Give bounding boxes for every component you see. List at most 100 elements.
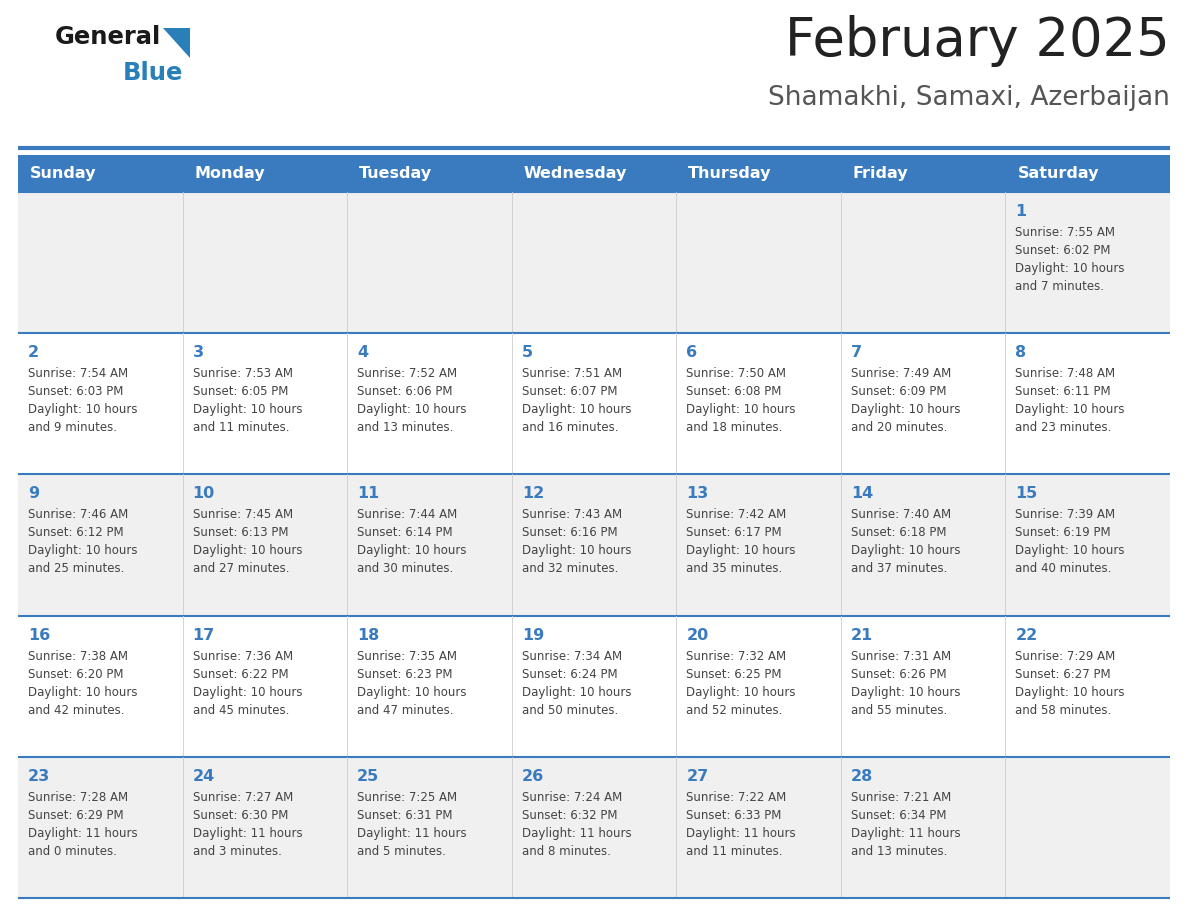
Text: Daylight: 10 hours: Daylight: 10 hours	[1016, 403, 1125, 416]
Bar	[18, 192, 1170, 333]
Text: Sunrise: 7:29 AM: Sunrise: 7:29 AM	[1016, 650, 1116, 663]
Text: Sunrise: 7:22 AM: Sunrise: 7:22 AM	[687, 790, 786, 804]
Text: Sunset: 6:03 PM: Sunset: 6:03 PM	[29, 386, 124, 398]
Text: Sunset: 6:19 PM: Sunset: 6:19 PM	[1016, 526, 1111, 540]
Text: Daylight: 10 hours: Daylight: 10 hours	[192, 686, 302, 699]
Text: and 32 minutes.: and 32 minutes.	[522, 563, 618, 576]
Text: Daylight: 10 hours: Daylight: 10 hours	[358, 403, 467, 416]
Text: Sunset: 6:33 PM: Sunset: 6:33 PM	[687, 809, 782, 822]
Text: 12: 12	[522, 487, 544, 501]
Text: and 11 minutes.: and 11 minutes.	[687, 845, 783, 857]
Text: and 11 minutes.: and 11 minutes.	[192, 421, 289, 434]
Text: 15: 15	[1016, 487, 1037, 501]
Text: and 52 minutes.: and 52 minutes.	[687, 703, 783, 717]
Text: Friday: Friday	[853, 166, 909, 181]
Text: Sunset: 6:07 PM: Sunset: 6:07 PM	[522, 386, 618, 398]
Text: Sunrise: 7:43 AM: Sunrise: 7:43 AM	[522, 509, 621, 521]
Text: Sunset: 6:31 PM: Sunset: 6:31 PM	[358, 809, 453, 822]
Text: and 37 minutes.: and 37 minutes.	[851, 563, 947, 576]
Text: Sunset: 6:17 PM: Sunset: 6:17 PM	[687, 526, 782, 540]
Bar	[18, 475, 1170, 616]
Text: and 25 minutes.: and 25 minutes.	[29, 563, 125, 576]
Text: 8: 8	[1016, 345, 1026, 360]
Text: 19: 19	[522, 628, 544, 643]
Text: 7: 7	[851, 345, 862, 360]
Text: Sunrise: 7:46 AM: Sunrise: 7:46 AM	[29, 509, 128, 521]
Text: Sunset: 6:22 PM: Sunset: 6:22 PM	[192, 667, 289, 680]
Text: Sunrise: 7:49 AM: Sunrise: 7:49 AM	[851, 367, 952, 380]
Text: Sunset: 6:05 PM: Sunset: 6:05 PM	[192, 386, 287, 398]
Text: Thursday: Thursday	[688, 166, 772, 181]
Bar	[18, 616, 1170, 756]
Text: Sunset: 6:11 PM: Sunset: 6:11 PM	[1016, 386, 1111, 398]
Text: Sunset: 6:23 PM: Sunset: 6:23 PM	[358, 667, 453, 680]
Text: and 7 minutes.: and 7 minutes.	[1016, 280, 1105, 293]
Text: Daylight: 10 hours: Daylight: 10 hours	[29, 403, 138, 416]
Text: Sunrise: 7:32 AM: Sunrise: 7:32 AM	[687, 650, 786, 663]
Text: Sunset: 6:12 PM: Sunset: 6:12 PM	[29, 526, 124, 540]
Text: Daylight: 11 hours: Daylight: 11 hours	[29, 827, 138, 840]
Text: Sunrise: 7:40 AM: Sunrise: 7:40 AM	[851, 509, 950, 521]
Text: Sunrise: 7:45 AM: Sunrise: 7:45 AM	[192, 509, 292, 521]
Text: Daylight: 11 hours: Daylight: 11 hours	[522, 827, 631, 840]
Text: Daylight: 10 hours: Daylight: 10 hours	[851, 544, 960, 557]
Text: Daylight: 11 hours: Daylight: 11 hours	[851, 827, 960, 840]
Text: and 16 minutes.: and 16 minutes.	[522, 421, 618, 434]
Text: and 18 minutes.: and 18 minutes.	[687, 421, 783, 434]
Text: Sunset: 6:34 PM: Sunset: 6:34 PM	[851, 809, 947, 822]
Polygon shape	[163, 28, 190, 58]
Text: and 45 minutes.: and 45 minutes.	[192, 703, 289, 717]
Text: Daylight: 10 hours: Daylight: 10 hours	[358, 686, 467, 699]
Text: Sunrise: 7:27 AM: Sunrise: 7:27 AM	[192, 790, 292, 804]
Text: Sunrise: 7:53 AM: Sunrise: 7:53 AM	[192, 367, 292, 380]
Text: Daylight: 10 hours: Daylight: 10 hours	[1016, 686, 1125, 699]
Text: Daylight: 10 hours: Daylight: 10 hours	[522, 403, 631, 416]
Text: Daylight: 10 hours: Daylight: 10 hours	[29, 686, 138, 699]
Text: Sunrise: 7:52 AM: Sunrise: 7:52 AM	[358, 367, 457, 380]
Text: 22: 22	[1016, 628, 1037, 643]
Text: Daylight: 11 hours: Daylight: 11 hours	[358, 827, 467, 840]
Text: Sunrise: 7:42 AM: Sunrise: 7:42 AM	[687, 509, 786, 521]
Text: Sunrise: 7:54 AM: Sunrise: 7:54 AM	[29, 367, 128, 380]
Text: Daylight: 11 hours: Daylight: 11 hours	[687, 827, 796, 840]
Text: Tuesday: Tuesday	[359, 166, 432, 181]
Text: Saturday: Saturday	[1017, 166, 1099, 181]
Text: 16: 16	[29, 628, 50, 643]
Text: Sunrise: 7:55 AM: Sunrise: 7:55 AM	[1016, 226, 1116, 239]
Text: Sunrise: 7:31 AM: Sunrise: 7:31 AM	[851, 650, 950, 663]
Text: Sunset: 6:29 PM: Sunset: 6:29 PM	[29, 809, 124, 822]
Bar	[18, 333, 1170, 475]
Text: Sunset: 6:08 PM: Sunset: 6:08 PM	[687, 386, 782, 398]
Text: Sunset: 6:20 PM: Sunset: 6:20 PM	[29, 667, 124, 680]
Bar	[18, 756, 1170, 898]
Text: Sunrise: 7:34 AM: Sunrise: 7:34 AM	[522, 650, 621, 663]
Text: Sunset: 6:27 PM: Sunset: 6:27 PM	[1016, 667, 1111, 680]
Text: 27: 27	[687, 768, 708, 784]
Text: and 30 minutes.: and 30 minutes.	[358, 563, 454, 576]
Text: Sunrise: 7:39 AM: Sunrise: 7:39 AM	[1016, 509, 1116, 521]
Text: 18: 18	[358, 628, 379, 643]
Text: and 23 minutes.: and 23 minutes.	[1016, 421, 1112, 434]
Text: Sunset: 6:32 PM: Sunset: 6:32 PM	[522, 809, 618, 822]
Text: Sunrise: 7:48 AM: Sunrise: 7:48 AM	[1016, 367, 1116, 380]
Text: Daylight: 10 hours: Daylight: 10 hours	[192, 544, 302, 557]
Text: 14: 14	[851, 487, 873, 501]
Text: and 3 minutes.: and 3 minutes.	[192, 845, 282, 857]
Text: Sunset: 6:26 PM: Sunset: 6:26 PM	[851, 667, 947, 680]
Text: Daylight: 10 hours: Daylight: 10 hours	[192, 403, 302, 416]
Text: Daylight: 10 hours: Daylight: 10 hours	[522, 686, 631, 699]
Text: Sunset: 6:30 PM: Sunset: 6:30 PM	[192, 809, 287, 822]
Text: Sunrise: 7:35 AM: Sunrise: 7:35 AM	[358, 650, 457, 663]
Text: and 5 minutes.: and 5 minutes.	[358, 845, 446, 857]
Text: Sunset: 6:09 PM: Sunset: 6:09 PM	[851, 386, 947, 398]
Text: and 9 minutes.: and 9 minutes.	[29, 421, 116, 434]
Text: and 13 minutes.: and 13 minutes.	[358, 421, 454, 434]
Text: Daylight: 10 hours: Daylight: 10 hours	[522, 544, 631, 557]
Text: 25: 25	[358, 768, 379, 784]
Text: Sunrise: 7:36 AM: Sunrise: 7:36 AM	[192, 650, 292, 663]
Text: 21: 21	[851, 628, 873, 643]
Text: 26: 26	[522, 768, 544, 784]
Text: 4: 4	[358, 345, 368, 360]
Text: Sunrise: 7:21 AM: Sunrise: 7:21 AM	[851, 790, 952, 804]
Text: Daylight: 10 hours: Daylight: 10 hours	[687, 403, 796, 416]
